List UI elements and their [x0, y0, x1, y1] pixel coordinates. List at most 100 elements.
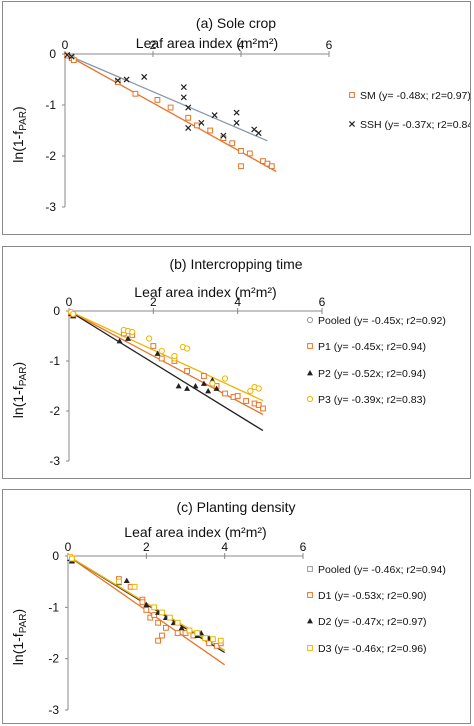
x-tick-label: 6: [319, 295, 326, 309]
data-point: [180, 94, 187, 101]
x-tick-label: 6: [326, 38, 333, 52]
data-point: [205, 388, 212, 394]
data-point: [198, 119, 205, 126]
legend-label: P3 (y= -0.39x; r2=0.83): [318, 394, 426, 406]
series-1-points: [64, 51, 262, 139]
data-point: [211, 112, 218, 119]
y-tick-label: 0: [53, 304, 60, 318]
legend-entry-3: D3 (y= -0.46x; r2=0.96): [307, 643, 427, 655]
y-axis-label-main: ln(1-f: [10, 131, 26, 163]
data-point: [141, 73, 148, 80]
regression-line-2: [68, 310, 264, 432]
data-point: [192, 383, 199, 389]
chart-title: (c) Planting density: [176, 499, 295, 515]
data-point: [194, 630, 201, 636]
y-axis-label-end: ): [10, 609, 26, 614]
data-point: [221, 375, 229, 382]
data-point: [200, 380, 207, 386]
legend-entry-0: Pooled (y= -0.45x; r2=0.92): [306, 315, 446, 327]
data-point: [70, 310, 77, 318]
x-tick-label: 2: [150, 295, 157, 309]
data-point: [116, 338, 123, 344]
y-tick-label: -1: [49, 354, 60, 368]
x-axis-label: Leaf area index (m²m²): [124, 524, 266, 540]
data-point: [206, 640, 212, 647]
data-point: [150, 343, 157, 349]
data-point: [154, 97, 161, 103]
data-point: [158, 355, 165, 362]
data-point: [116, 578, 122, 585]
x-axis-label: Leaf area index (m²m²): [134, 284, 276, 300]
data-point: [155, 619, 161, 626]
data-point: [70, 57, 77, 64]
y-axis-label: ln(1-fPAR): [10, 362, 29, 418]
x-tick-label: 6: [300, 540, 307, 554]
data-point: [174, 630, 181, 636]
data-point: [114, 77, 121, 84]
data-point: [163, 624, 169, 631]
chart-title: (b) Intercropping time: [169, 256, 302, 272]
legend-label: Pooled (y= -0.46x; r2=0.94): [318, 564, 446, 576]
data-point: [184, 368, 190, 374]
data-point: [180, 84, 187, 91]
data-point: [207, 127, 214, 134]
y-axis-label-main: ln(1-f: [10, 386, 26, 418]
x-tick-label: 2: [143, 540, 150, 554]
y-axis-label: ln(1-fPAR): [10, 106, 29, 162]
data-point: [238, 163, 244, 170]
regression-line-1: [64, 53, 268, 142]
data-point: [185, 114, 192, 121]
data-point: [184, 385, 191, 391]
data-point: [131, 583, 138, 590]
legend-label: P2 (y= -0.52x; r2=0.94): [318, 368, 426, 380]
data-point: [185, 104, 192, 111]
data-point: [268, 163, 275, 170]
x-axis-label: Leaf area index (m²m²): [136, 35, 278, 51]
x-tick-label: 4: [234, 295, 241, 309]
y-axis-label-sub: PAR: [18, 366, 29, 386]
legend-entry-0: Pooled (y= -0.46x; r2=0.94): [307, 564, 446, 576]
x-tick-label: 0: [66, 295, 73, 309]
y-tick-label: -1: [45, 98, 56, 112]
legend-label: P1 (y= -0.45x; r2=0.94): [318, 341, 426, 353]
x-tick-label: 2: [150, 38, 157, 52]
data-point: [220, 132, 227, 139]
legend-marker: [307, 566, 313, 572]
data-point: [202, 635, 208, 642]
legend-marker: [349, 92, 355, 98]
data-point: [255, 130, 262, 137]
data-point: [129, 328, 136, 336]
data-point: [186, 627, 193, 634]
y-axis-label-sub: PAR: [18, 111, 29, 131]
legend-marker: [306, 395, 314, 403]
y-tick-label: 0: [52, 549, 59, 563]
data-point: [166, 614, 173, 621]
legend-entry-2: P2 (y= -0.52x; r2=0.94): [307, 368, 426, 380]
legend-label: D1 (y= -0.53x; r2=0.90): [318, 590, 427, 602]
y-axis-label: ln(1-fPAR): [10, 609, 29, 665]
legend-marker: [307, 618, 313, 624]
data-point: [114, 79, 121, 85]
data-point: [238, 148, 244, 154]
data-point: [233, 109, 240, 116]
legend-entry-0: SM (y= -0.48x; r2=0.97): [349, 90, 470, 102]
data-point: [209, 380, 216, 387]
data-point: [159, 632, 165, 639]
data-point: [139, 599, 146, 606]
data-point: [146, 335, 153, 342]
y-axis-label-sub: PAR: [18, 613, 29, 633]
series-3-points: [67, 554, 224, 644]
y-tick-label: -3: [49, 454, 60, 468]
data-point: [155, 637, 161, 644]
data-point: [246, 150, 253, 157]
data-point: [217, 637, 224, 644]
data-point: [123, 76, 130, 83]
data-point: [183, 345, 191, 352]
legend-entry-2: D2 (y= -0.47x; r2=0.97): [307, 616, 427, 628]
data-point: [194, 122, 200, 129]
legend-entry-1: D1 (y= -0.53x; r2=0.90): [307, 590, 427, 602]
data-point: [143, 601, 150, 608]
y-tick-label: 0: [49, 47, 56, 61]
y-axis-label-end: ): [10, 106, 26, 111]
data-point: [185, 124, 192, 131]
